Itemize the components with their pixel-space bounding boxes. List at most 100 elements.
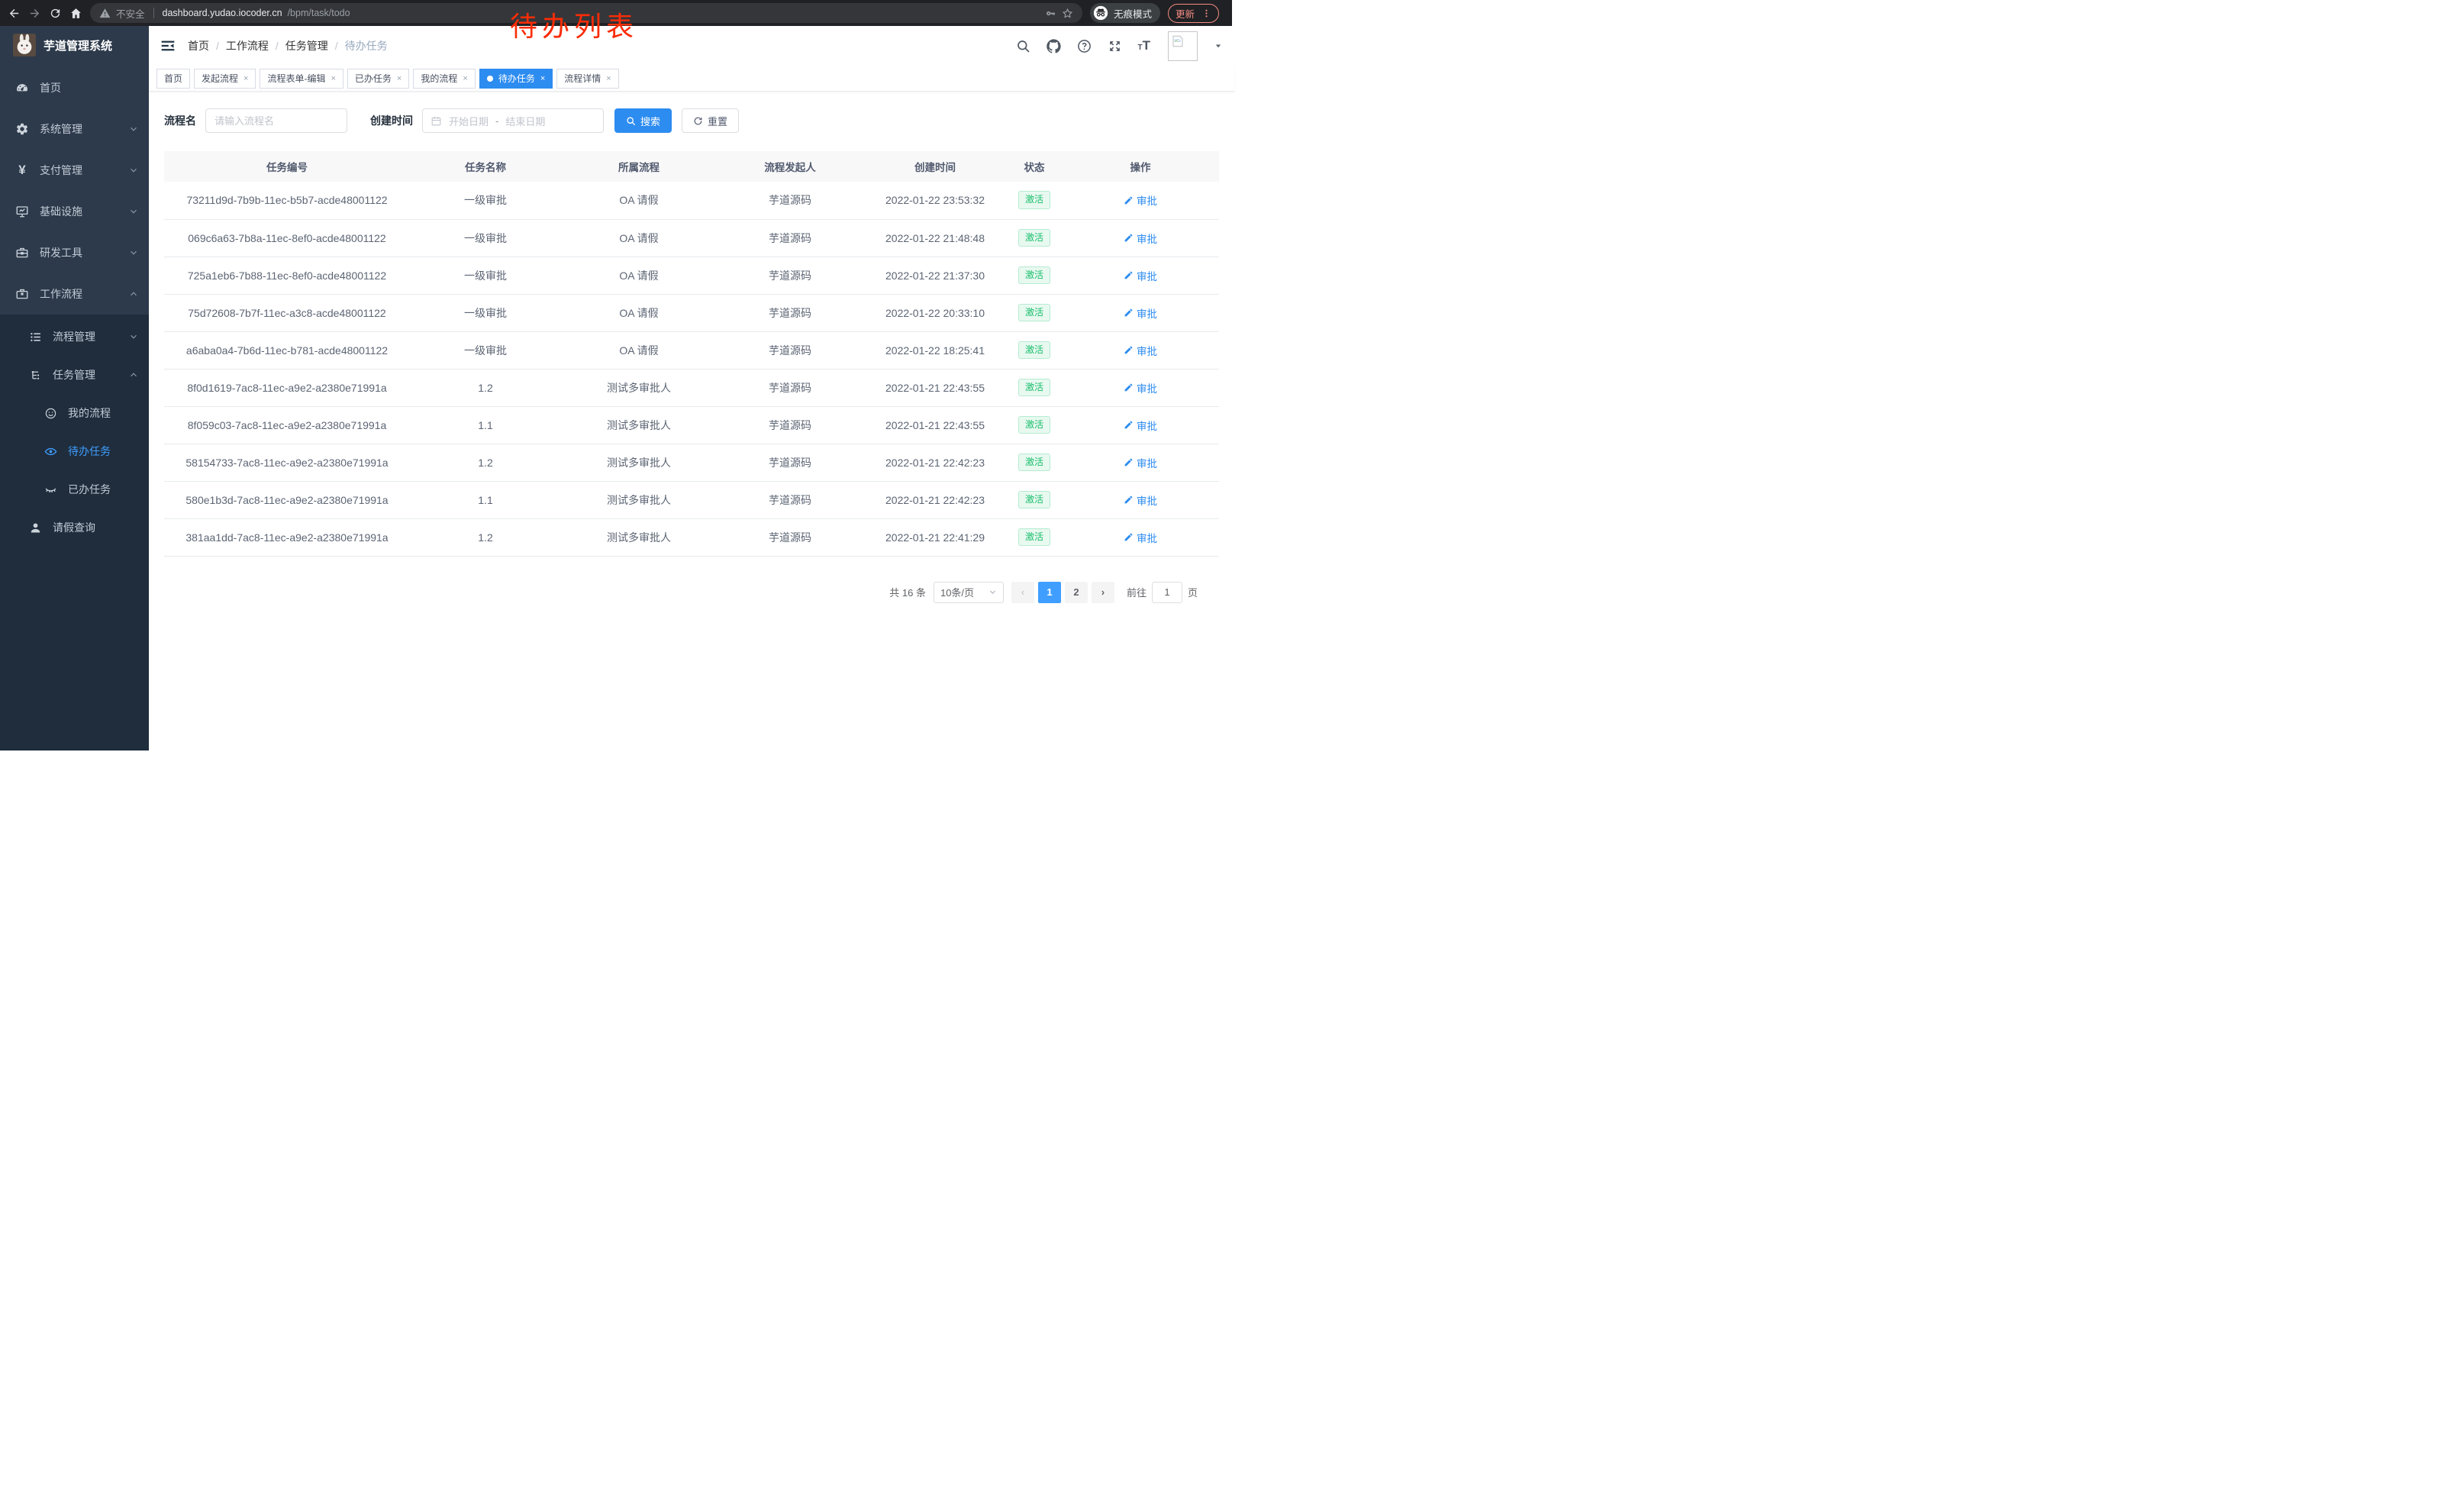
sidebar-item-task-management[interactable]: 任务管理 [0,356,149,394]
task-name-cell: 一级审批 [410,331,561,370]
action-cell: 审批 [1062,444,1219,482]
sidebar-item-label: 工作流程 [40,288,82,300]
tab-process-form-edit[interactable]: 流程表单-编辑 × [260,68,343,89]
github-icon[interactable] [1046,38,1061,53]
security-warning-icon [99,8,111,18]
action-cell: 审批 [1062,518,1219,557]
chevron-down-icon [131,334,137,339]
prev-page-button[interactable]: ‹ [1011,581,1034,603]
task-name-cell: 1.2 [410,444,561,482]
close-icon[interactable]: × [396,73,402,83]
starter-cell: 芋道源码 [717,369,863,407]
approve-button[interactable]: 审批 [1124,380,1157,395]
task-name-cell: 一级审批 [410,294,561,332]
sidebar-item-label: 系统管理 [40,123,82,135]
goto-page-input[interactable] [1151,581,1182,603]
sidebar-collapse-icon[interactable] [160,38,176,53]
approve-button[interactable]: 审批 [1124,418,1157,433]
reset-button[interactable]: 重置 [682,108,740,133]
avatar[interactable] [1168,31,1198,61]
pencil-icon [1124,234,1133,242]
close-icon[interactable]: × [331,73,336,83]
tab-done-tasks[interactable]: 已办任务 × [347,68,410,89]
url-bar[interactable]: 不安全 dashboard.yudao.iocoder.cn/bpm/task/… [90,3,1082,23]
goto-label: 前往 [1126,587,1147,599]
date-range-picker[interactable]: 开始日期 - 结束日期 [422,108,604,133]
task-name-cell: 1.2 [410,369,561,407]
sidebar-item-payment[interactable]: ¥ 支付管理 [0,150,149,191]
sidebar-item-done-tasks[interactable]: 已办任务 [0,470,149,508]
search-button[interactable]: 搜索 [614,108,672,133]
sidebar-item-process-management[interactable]: 流程管理 [0,318,149,356]
smiley-face-icon [45,408,56,418]
task-id-cell: 069c6a63-7b8a-11ec-8ef0-acde48001122 [164,219,410,257]
sidebar-item-infrastructure[interactable]: 基础设施 [0,191,149,232]
back-icon[interactable] [8,7,21,20]
task-id-cell: 8f0d1619-7ac8-11ec-a9e2-a2380e71991a [164,369,410,407]
status-badge: 激活 [1018,528,1050,547]
tab-start-process[interactable]: 发起流程 × [194,68,256,89]
caret-down-icon[interactable] [1214,41,1223,50]
bookmark-star-icon[interactable] [1062,8,1073,19]
approve-button[interactable]: 审批 [1124,343,1157,358]
process-cell: 测试多审批人 [561,444,717,482]
breadcrumb-workflow[interactable]: 工作流程 [225,40,269,52]
reload-icon[interactable] [49,7,62,20]
process-name-input[interactable] [205,108,347,133]
tab-todo-tasks[interactable]: 待办任务 × [479,68,553,89]
browser-update-button[interactable]: 更新 [1168,3,1220,23]
chevron-down-icon [131,127,137,131]
sidebar-item-system[interactable]: 系统管理 [0,108,149,150]
pencil-icon [1124,383,1133,392]
page-button-1[interactable]: 1 [1037,581,1061,603]
approve-button[interactable]: 审批 [1124,231,1157,246]
next-page-button[interactable]: › [1091,581,1114,603]
browser-menu-icon[interactable] [1201,8,1211,18]
approve-button[interactable]: 审批 [1124,492,1157,508]
sidebar-item-leave-query[interactable]: 请假查询 [0,508,149,547]
action-cell: 审批 [1062,481,1219,519]
close-icon[interactable]: × [463,73,468,83]
process-cell: 测试多审批人 [561,481,717,519]
sidebar-item-dev-tools[interactable]: 研发工具 [0,232,149,273]
workflow-submenu: 流程管理 任务管理 我的流程 待办任务 已办任务 请假 [0,315,149,750]
search-icon[interactable] [1016,39,1030,53]
tab-home[interactable]: 首页 [156,68,191,89]
security-label: 不安全 [116,8,145,20]
page-size-select[interactable]: 10条/页 [933,581,1004,603]
sidebar-item-label: 请假查询 [53,521,95,534]
breadcrumb-home[interactable]: 首页 [188,40,209,52]
approve-button[interactable]: 审批 [1124,455,1157,470]
approve-button[interactable]: 审批 [1124,192,1157,208]
close-icon[interactable]: × [243,73,249,83]
sidebar-item-workflow[interactable]: 工作流程 [0,273,149,315]
page-button-2[interactable]: 2 [1064,581,1088,603]
help-icon[interactable] [1077,39,1092,53]
approve-button[interactable]: 审批 [1124,530,1157,545]
app-header: 首页 / 工作流程 / 任务管理 / 待办任务 TT [149,26,1234,66]
table-row: 58154733-7ac8-11ec-a9e2-a2380e71991a 1.2… [164,444,1219,482]
sidebar-item-home[interactable]: 首页 [0,67,149,108]
task-id-cell: 8f059c03-7ac8-11ec-a9e2-a2380e71991a [164,406,410,444]
close-icon[interactable]: × [606,73,611,83]
tab-my-process[interactable]: 我的流程 × [413,68,476,89]
tab-process-detail[interactable]: 流程详情 × [556,68,619,89]
fullscreen-icon[interactable] [1108,39,1122,53]
table-header-row: 任务编号 任务名称 所属流程 流程发起人 创建时间 状态 操作 [164,151,1219,182]
sidebar-item-my-process[interactable]: 我的流程 [0,394,149,432]
approve-button[interactable]: 审批 [1124,268,1157,283]
breadcrumb-task-management[interactable]: 任务管理 [285,40,328,52]
key-icon[interactable] [1045,8,1056,19]
status-cell: 激活 [1007,369,1062,407]
approve-button[interactable]: 审批 [1124,305,1157,321]
home-icon[interactable] [69,7,82,20]
status-badge: 激活 [1018,303,1050,322]
forward-icon[interactable] [28,7,41,20]
sidebar-item-todo-tasks[interactable]: 待办任务 [0,432,149,470]
app-title: 芋道管理系统 [44,39,113,53]
font-size-icon[interactable]: TT [1137,38,1151,53]
starter-cell: 芋道源码 [717,182,863,220]
close-icon[interactable]: × [540,73,546,83]
create-time-label: 创建时间 [370,115,413,127]
url-path: /bpm/task/todo [287,8,350,18]
